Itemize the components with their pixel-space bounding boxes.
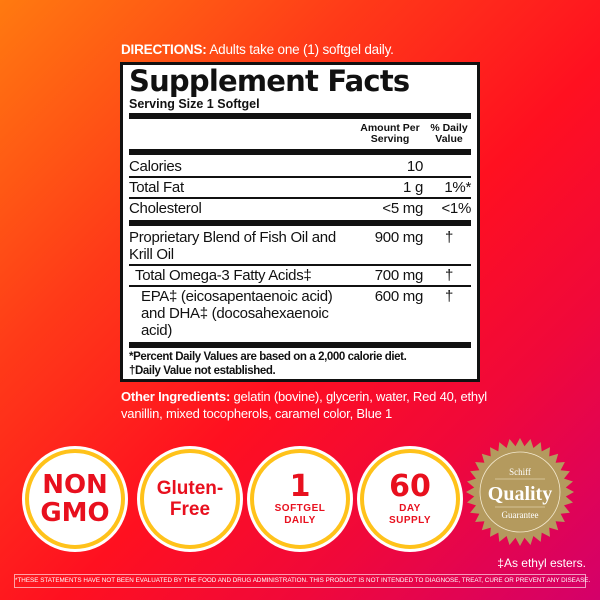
seal-starburst <box>466 438 574 546</box>
softgel-daily-badge: 1 SOFTGEL DAILY <box>250 449 350 549</box>
facts-row: EPA‡ (eicosapentaenoic acid) and DHA‡ (d… <box>141 288 454 339</box>
facts-row: Cholesterol <5 mg <1% <box>129 200 471 217</box>
quality-guarantee-seal: Schiff Quality Guarantee <box>466 438 574 546</box>
footnote: *Percent Daily Values are based on a 2,0… <box>129 351 407 363</box>
facts-row: Total Omega-3 Fatty Acids‡ 700 mg † <box>135 267 454 284</box>
divider <box>129 113 471 119</box>
facts-row: Total Fat 1 g 1%* <box>129 179 471 196</box>
divider <box>129 176 471 178</box>
divider <box>129 220 471 226</box>
fda-disclaimer: *THESE STATEMENTS HAVE NOT BEEN EVALUATE… <box>14 574 590 588</box>
supplement-facts-panel: Supplement Facts Serving Size 1 Softgel … <box>120 62 480 382</box>
directions: DIRECTIONS: Adults take one (1) softgel … <box>121 42 394 57</box>
serving-size: Serving Size 1 Softgel <box>129 97 260 111</box>
divider <box>129 264 471 266</box>
gluten-free-badge: Gluten- Free <box>140 449 240 549</box>
label-column: DIRECTIONS: Adults take one (1) softgel … <box>120 40 500 422</box>
seal-brand: Schiff <box>509 467 531 477</box>
footnote: †Daily Value not established. <box>129 364 276 377</box>
facts-row: Proprietary Blend of Fish Oil and Krill … <box>129 229 454 263</box>
other-ingredients: Other Ingredients: gelatin (bovine), gly… <box>121 389 487 421</box>
divider <box>129 285 471 287</box>
divider <box>129 197 471 199</box>
facts-header: Amount Per Serving % Daily Value <box>360 122 468 145</box>
facts-title: Supplement Facts <box>129 64 410 98</box>
facts-row: Calories 10 <box>129 158 423 175</box>
ethyl-esters-note: ‡As ethyl esters. <box>497 556 586 570</box>
seal-sub: Guarantee <box>502 510 539 520</box>
non-gmo-badge: NON GMO <box>25 449 125 549</box>
seal-main: Quality <box>488 483 552 505</box>
divider <box>129 342 471 348</box>
day-supply-badge: 60 DAY SUPPLY <box>360 449 460 549</box>
divider <box>129 149 471 155</box>
